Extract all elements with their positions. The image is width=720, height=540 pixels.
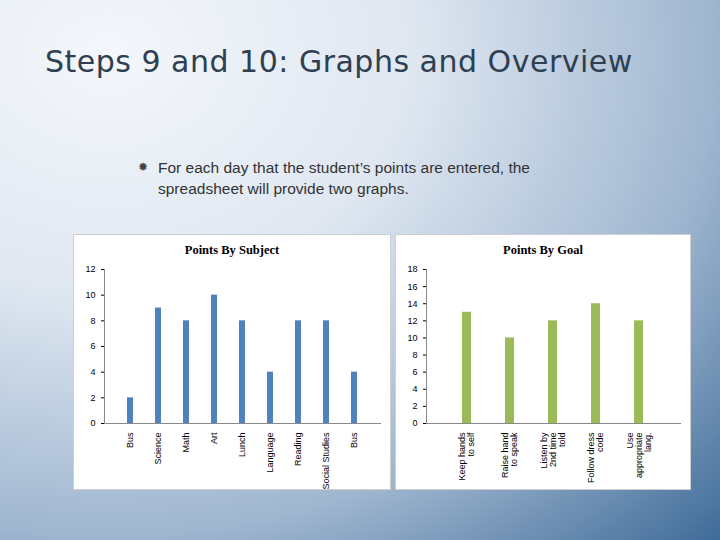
svg-text:6: 6 [412,367,417,377]
svg-text:4: 4 [412,384,417,394]
svg-text:Raise handto speak: Raise handto speak [500,432,519,478]
svg-text:Bus: Bus [349,432,359,448]
svg-text:Science: Science [153,433,163,465]
svg-text:Listen by2nd timetold: Listen by2nd timetold [539,432,567,469]
svg-text:10: 10 [85,290,95,300]
svg-text:4: 4 [90,367,95,377]
svg-text:0: 0 [90,418,95,428]
svg-text:16: 16 [407,281,417,291]
svg-text:14: 14 [407,299,417,309]
html-text:Points By Subject: Points By Subject [184,243,280,257]
svg-text:Language: Language [265,433,275,473]
svg-text:10: 10 [407,333,417,343]
svg-text:Art: Art [209,432,219,444]
svg-text:Useappropriatelang.: Useappropriatelang. [625,433,653,479]
svg-text:2: 2 [412,401,417,411]
svg-text:Follow dresscode: Follow dresscode [586,432,605,483]
svg-text:Bus: Bus [125,432,135,448]
svg-text:8: 8 [90,316,95,326]
svg-text:0: 0 [412,418,417,428]
html-text:Steps 9 and 10: Graphs and Ove: Steps 9 and 10: Graphs and Overview [45,44,633,79]
svg-text:12: 12 [407,316,417,326]
svg-text:Keep handsto self: Keep handsto self [457,432,476,481]
svg-text:2: 2 [90,393,95,403]
html-text:For each day that the student’: For each day that the student’s points a… [158,159,530,197]
svg-text:12: 12 [85,264,95,274]
svg-text:Math: Math [181,433,191,453]
svg-text:Lunch: Lunch [237,433,247,458]
svg-text:Reading: Reading [293,433,303,467]
svg-text:6: 6 [90,341,95,351]
svg-text:8: 8 [412,350,417,360]
html-text:Points By Goal: Points By Goal [503,243,583,257]
svg-text:Social Studies: Social Studies [321,432,331,489]
svg-text:18: 18 [407,264,417,274]
